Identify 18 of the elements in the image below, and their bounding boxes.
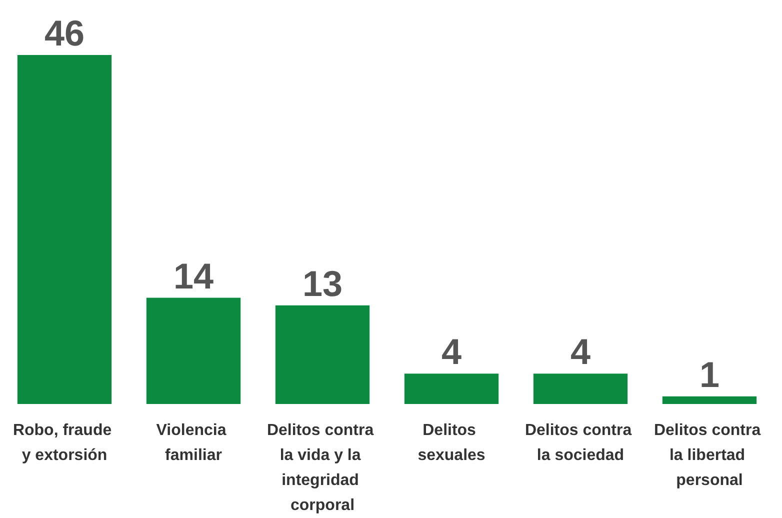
bar (17, 55, 112, 404)
x-tick-label: Delitos contra la vida y la integridad corporal (266, 422, 378, 514)
x-tick-label: Delitos contra la sociedad (524, 422, 636, 464)
data-label: 14 (173, 255, 214, 296)
data-label: 4 (570, 331, 591, 372)
data-label: 1 (699, 354, 720, 395)
x-tick-label: Delitos contra la libertad personal (654, 422, 766, 489)
data-label: 46 (44, 12, 85, 54)
bar (662, 396, 757, 404)
bar (275, 305, 370, 404)
bar (533, 374, 628, 404)
x-tick-label: Delitos sexuales (418, 422, 486, 464)
data-label: 13 (302, 262, 343, 304)
data-label: 4 (441, 331, 462, 372)
x-tick-label: Violencia familiar (156, 422, 231, 464)
x-tick-label: Robo, fraude y extorsión (12, 422, 116, 464)
bar (404, 374, 499, 404)
bar (146, 298, 241, 404)
